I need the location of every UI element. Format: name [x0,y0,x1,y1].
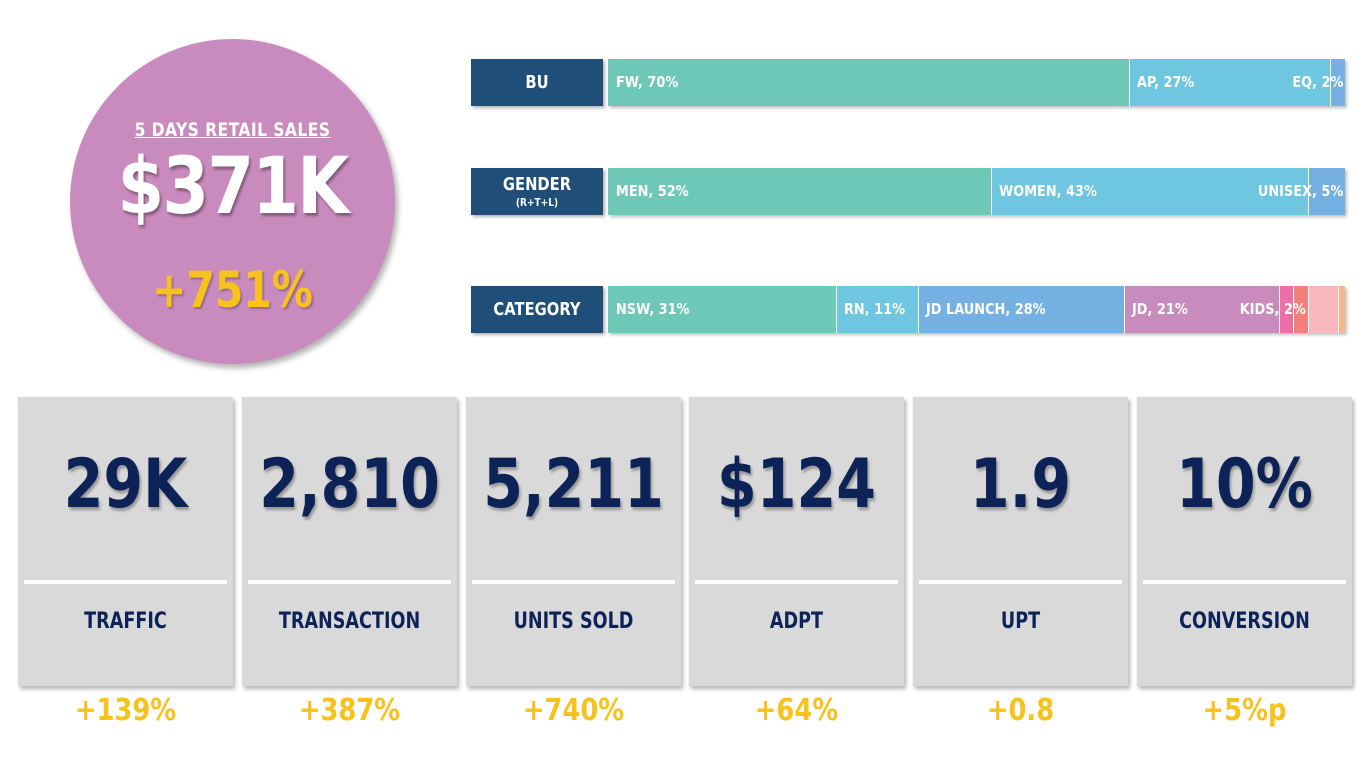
kpi-card-traffic: 29K TRAFFIC [18,397,233,686]
bar-segment-women [991,168,1309,215]
bar-segment-men [608,168,992,215]
kpi-divider [24,580,227,584]
kpi-label: UPT [1000,609,1041,634]
kpi-delta-upt: +0.8 [986,693,1055,728]
kpi-label: CONVERSION [1179,609,1310,634]
kpi-divider [695,580,898,584]
kpi-delta-conversion: +5%p [1202,693,1287,728]
data-label-women: WOMEN, 43% [999,182,1098,200]
kpi-delta-transaction: +387% [298,693,401,728]
kpi-card-upt: 1.9 UPT [913,397,1128,686]
kpi-card-conversion: 10% CONVERSION [1137,397,1352,686]
hero-value: $371K [117,142,349,232]
data-label-rn: RN, 11% [844,300,906,318]
bar-segment-jd-launch [917,286,1124,333]
kpi-value: 29K [63,445,188,524]
data-label-ap: AP, 27% [1137,73,1195,91]
bar-segment-unlabeled [1308,286,1338,333]
hero-delta: +751% [151,261,314,319]
kpi-divider [1143,580,1346,584]
kpi-value: 10% [1176,445,1313,524]
category-bar: NSW, 31% RN, 11% JD LAUNCH, 28% JD, 21% KIDS… [608,286,1345,333]
bar-segment-unisex [1308,168,1345,215]
bar-segment-kids [1293,286,1309,333]
row-sublabel-text: (R+T+L) [515,196,559,209]
hero-sales-circle: 5 DAYS RETAIL SALES $371K +751% [70,39,395,364]
bar-segment-fw [608,59,1130,106]
kpi-label: ADPT [769,609,824,634]
bar-segment-eq [1330,59,1345,106]
kpi-card-adpt: $124 ADPT [689,397,904,686]
data-label-kids: KIDS, 2% [1240,300,1307,318]
bar-segment-jd [1123,286,1279,333]
data-label-jd: JD, 21% [1131,300,1188,318]
data-label-jd-launch: JD LAUNCH, 28% [925,300,1046,318]
hero-title: 5 DAYS RETAIL SALES [134,119,331,141]
gender-bar: MEN, 52% WOMEN, 43% UNISEX, 5% [608,168,1345,215]
kpi-divider [919,580,1122,584]
bar-segment-unlabeled [1337,286,1345,333]
row-label-bu: BU [471,59,603,106]
row-label-text: CATEGORY [493,299,581,320]
row-label-text: GENDER [502,174,572,195]
kpi-label: TRANSACTION [278,609,421,634]
data-label-men: MEN, 52% [616,182,689,200]
row-label-text: BU [525,72,549,93]
kpi-value: 2,810 [259,445,440,524]
kpi-delta-adpt: +64% [754,693,839,728]
row-label-category: CATEGORY [471,286,603,333]
kpi-label: UNITS SOLD [513,609,634,634]
bu-bar: FW, 70% AP, 27% EQ, 2% [608,59,1345,106]
kpi-delta-traffic: +139% [74,693,177,728]
data-label-fw: FW, 70% [616,73,679,91]
bar-segment-nsw [608,286,837,333]
kpi-delta-units-sold: +740% [522,693,625,728]
kpi-label: TRAFFIC [84,609,167,634]
bar-segment-rn [836,286,918,333]
kpi-value: $124 [717,445,876,524]
kpi-value: 5,211 [483,445,664,524]
kpi-value: 1.9 [969,445,1072,524]
kpi-card-units-sold: 5,211 UNITS SOLD [466,397,681,686]
row-label-gender: GENDER (R+T+L) [471,168,603,215]
bar-segment-ap [1129,59,1331,106]
data-label-eq: EQ, 2% [1291,73,1343,91]
data-label-unisex: UNISEX, 5% [1257,182,1343,200]
bar-segment-unlabeled [1278,286,1294,333]
kpi-divider [248,580,451,584]
data-label-nsw: NSW, 31% [616,300,690,318]
kpi-card-transaction: 2,810 TRANSACTION [242,397,457,686]
kpi-divider [472,580,675,584]
